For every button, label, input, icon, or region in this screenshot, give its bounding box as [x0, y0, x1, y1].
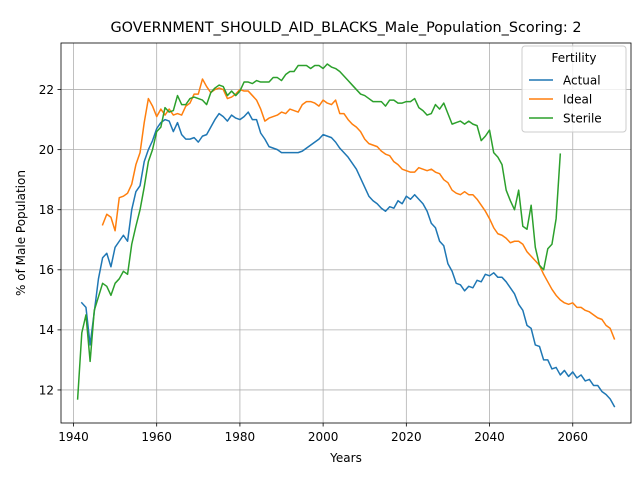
x-tick-label: 1960 — [141, 430, 172, 444]
legend-label-sterile: Sterile — [563, 111, 602, 125]
legend-title: Fertility — [551, 51, 596, 65]
y-tick-label: 18 — [39, 203, 54, 217]
x-axis-label: Years — [329, 451, 362, 465]
x-tick-label: 2040 — [474, 430, 505, 444]
x-tick-label: 2020 — [391, 430, 422, 444]
legend: Fertility Actual Ideal Sterile — [522, 46, 626, 132]
x-tick-label: 1980 — [225, 430, 256, 444]
y-tick-label: 22 — [39, 83, 54, 97]
legend-label-actual: Actual — [563, 73, 601, 87]
y-axis-label: % of Male Population — [14, 170, 28, 296]
y-tick-label: 12 — [39, 383, 54, 397]
x-tick-label: 1940 — [58, 430, 89, 444]
chart-title: GOVERNMENT_SHOULD_AID_BLACKS_Male_Popula… — [111, 20, 582, 36]
y-tick-label: 20 — [39, 143, 54, 157]
x-tick-label: 2060 — [557, 430, 588, 444]
y-tick-label: 16 — [39, 263, 54, 277]
y-tick-label: 14 — [39, 323, 54, 337]
legend-label-ideal: Ideal — [563, 92, 592, 106]
x-tick-label: 2000 — [308, 430, 339, 444]
